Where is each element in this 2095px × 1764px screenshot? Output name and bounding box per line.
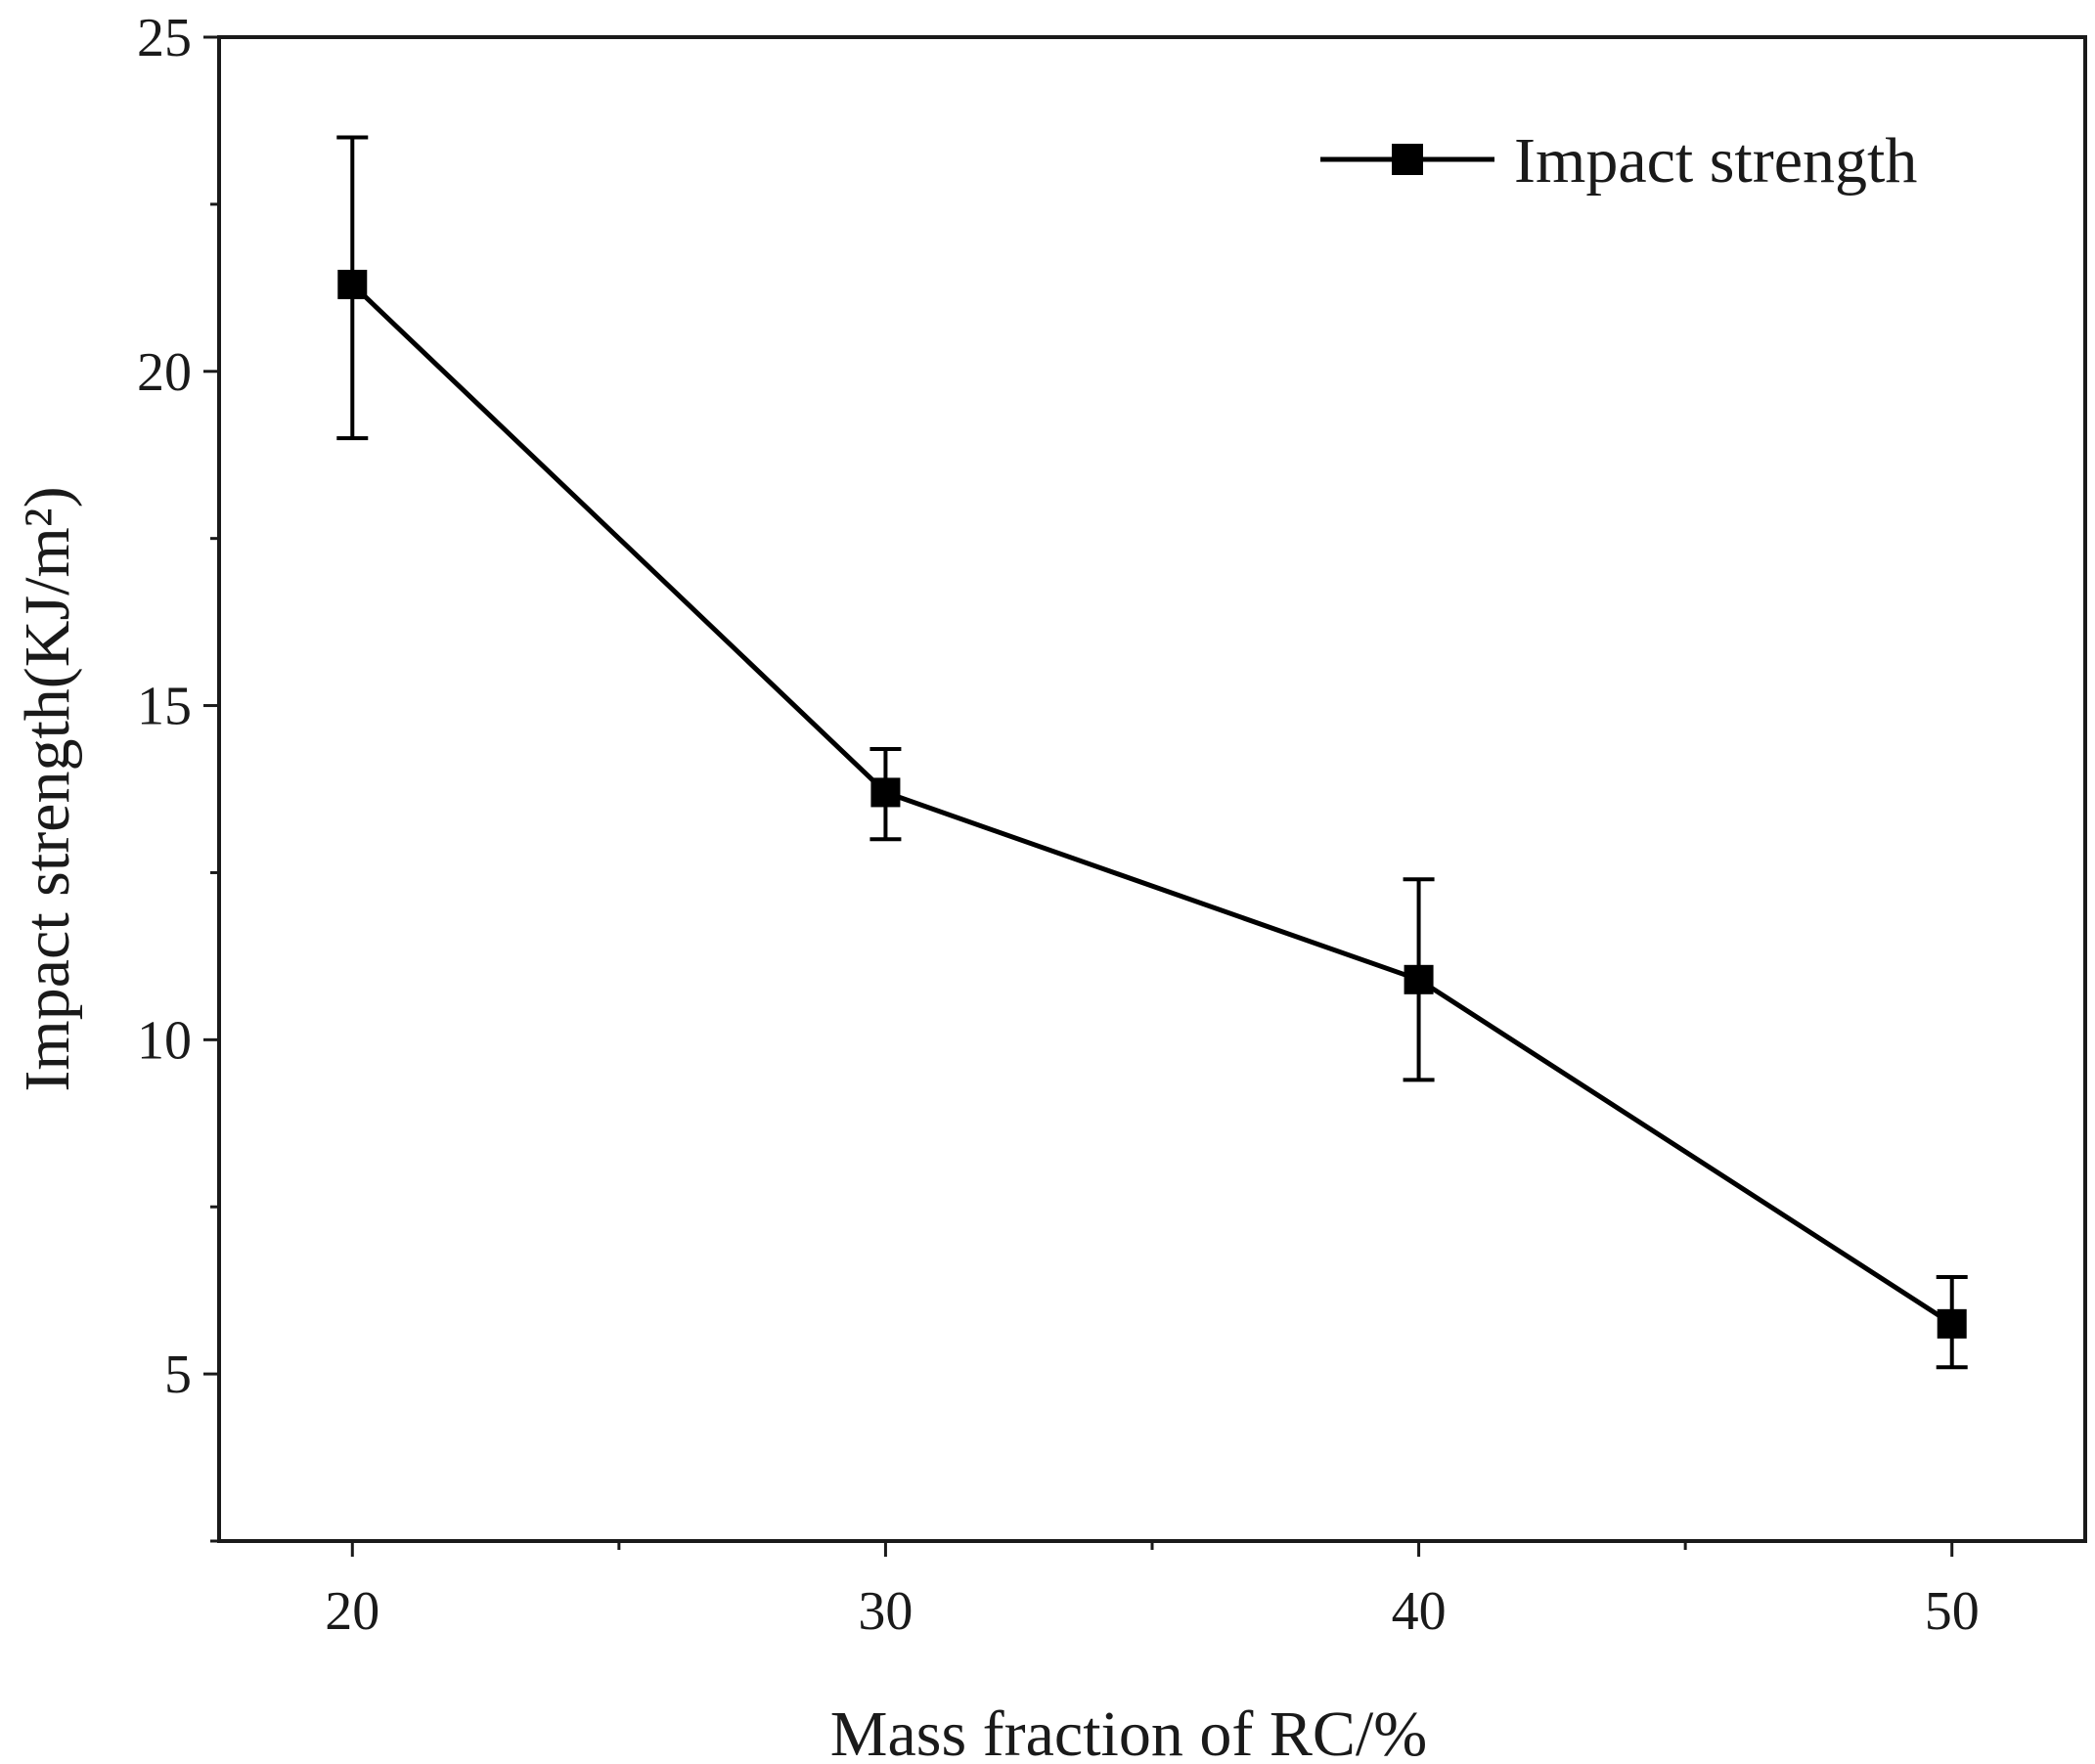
x-axis: 20 30 40 50 xyxy=(325,1541,1980,1642)
legend-label: Impact strength xyxy=(1514,125,1917,197)
data-point-50 xyxy=(1937,1308,1967,1339)
y-axis-title: Impact strength(KJ/m²) xyxy=(12,486,83,1091)
x-tick-label-40: 40 xyxy=(1392,1581,1447,1642)
y-tick-label-25: 25 xyxy=(137,8,192,68)
legend: Impact strength xyxy=(1320,125,1917,197)
data-point-20 xyxy=(337,269,368,299)
x-axis-title: Mass fraction of RC/% xyxy=(830,1698,1427,1764)
y-tick-label-10: 10 xyxy=(137,1010,192,1071)
data-point-30 xyxy=(870,777,901,808)
y-tick-label-15: 15 xyxy=(137,677,192,737)
series-layer xyxy=(336,135,1968,1370)
data-point-40 xyxy=(1404,964,1434,994)
x-tick-label-30: 30 xyxy=(858,1581,913,1642)
plot-frame xyxy=(217,35,2087,1543)
x-tick-label-20: 20 xyxy=(325,1581,379,1642)
y-axis: 5 10 15 20 25 xyxy=(137,8,219,1543)
y-tick-label-20: 20 xyxy=(137,342,192,403)
y-tick-label-5: 5 xyxy=(164,1345,192,1405)
legend-marker-swatch xyxy=(1392,144,1423,175)
series-line-0 xyxy=(350,283,1954,1326)
x-tick-label-50: 50 xyxy=(1925,1581,1980,1642)
